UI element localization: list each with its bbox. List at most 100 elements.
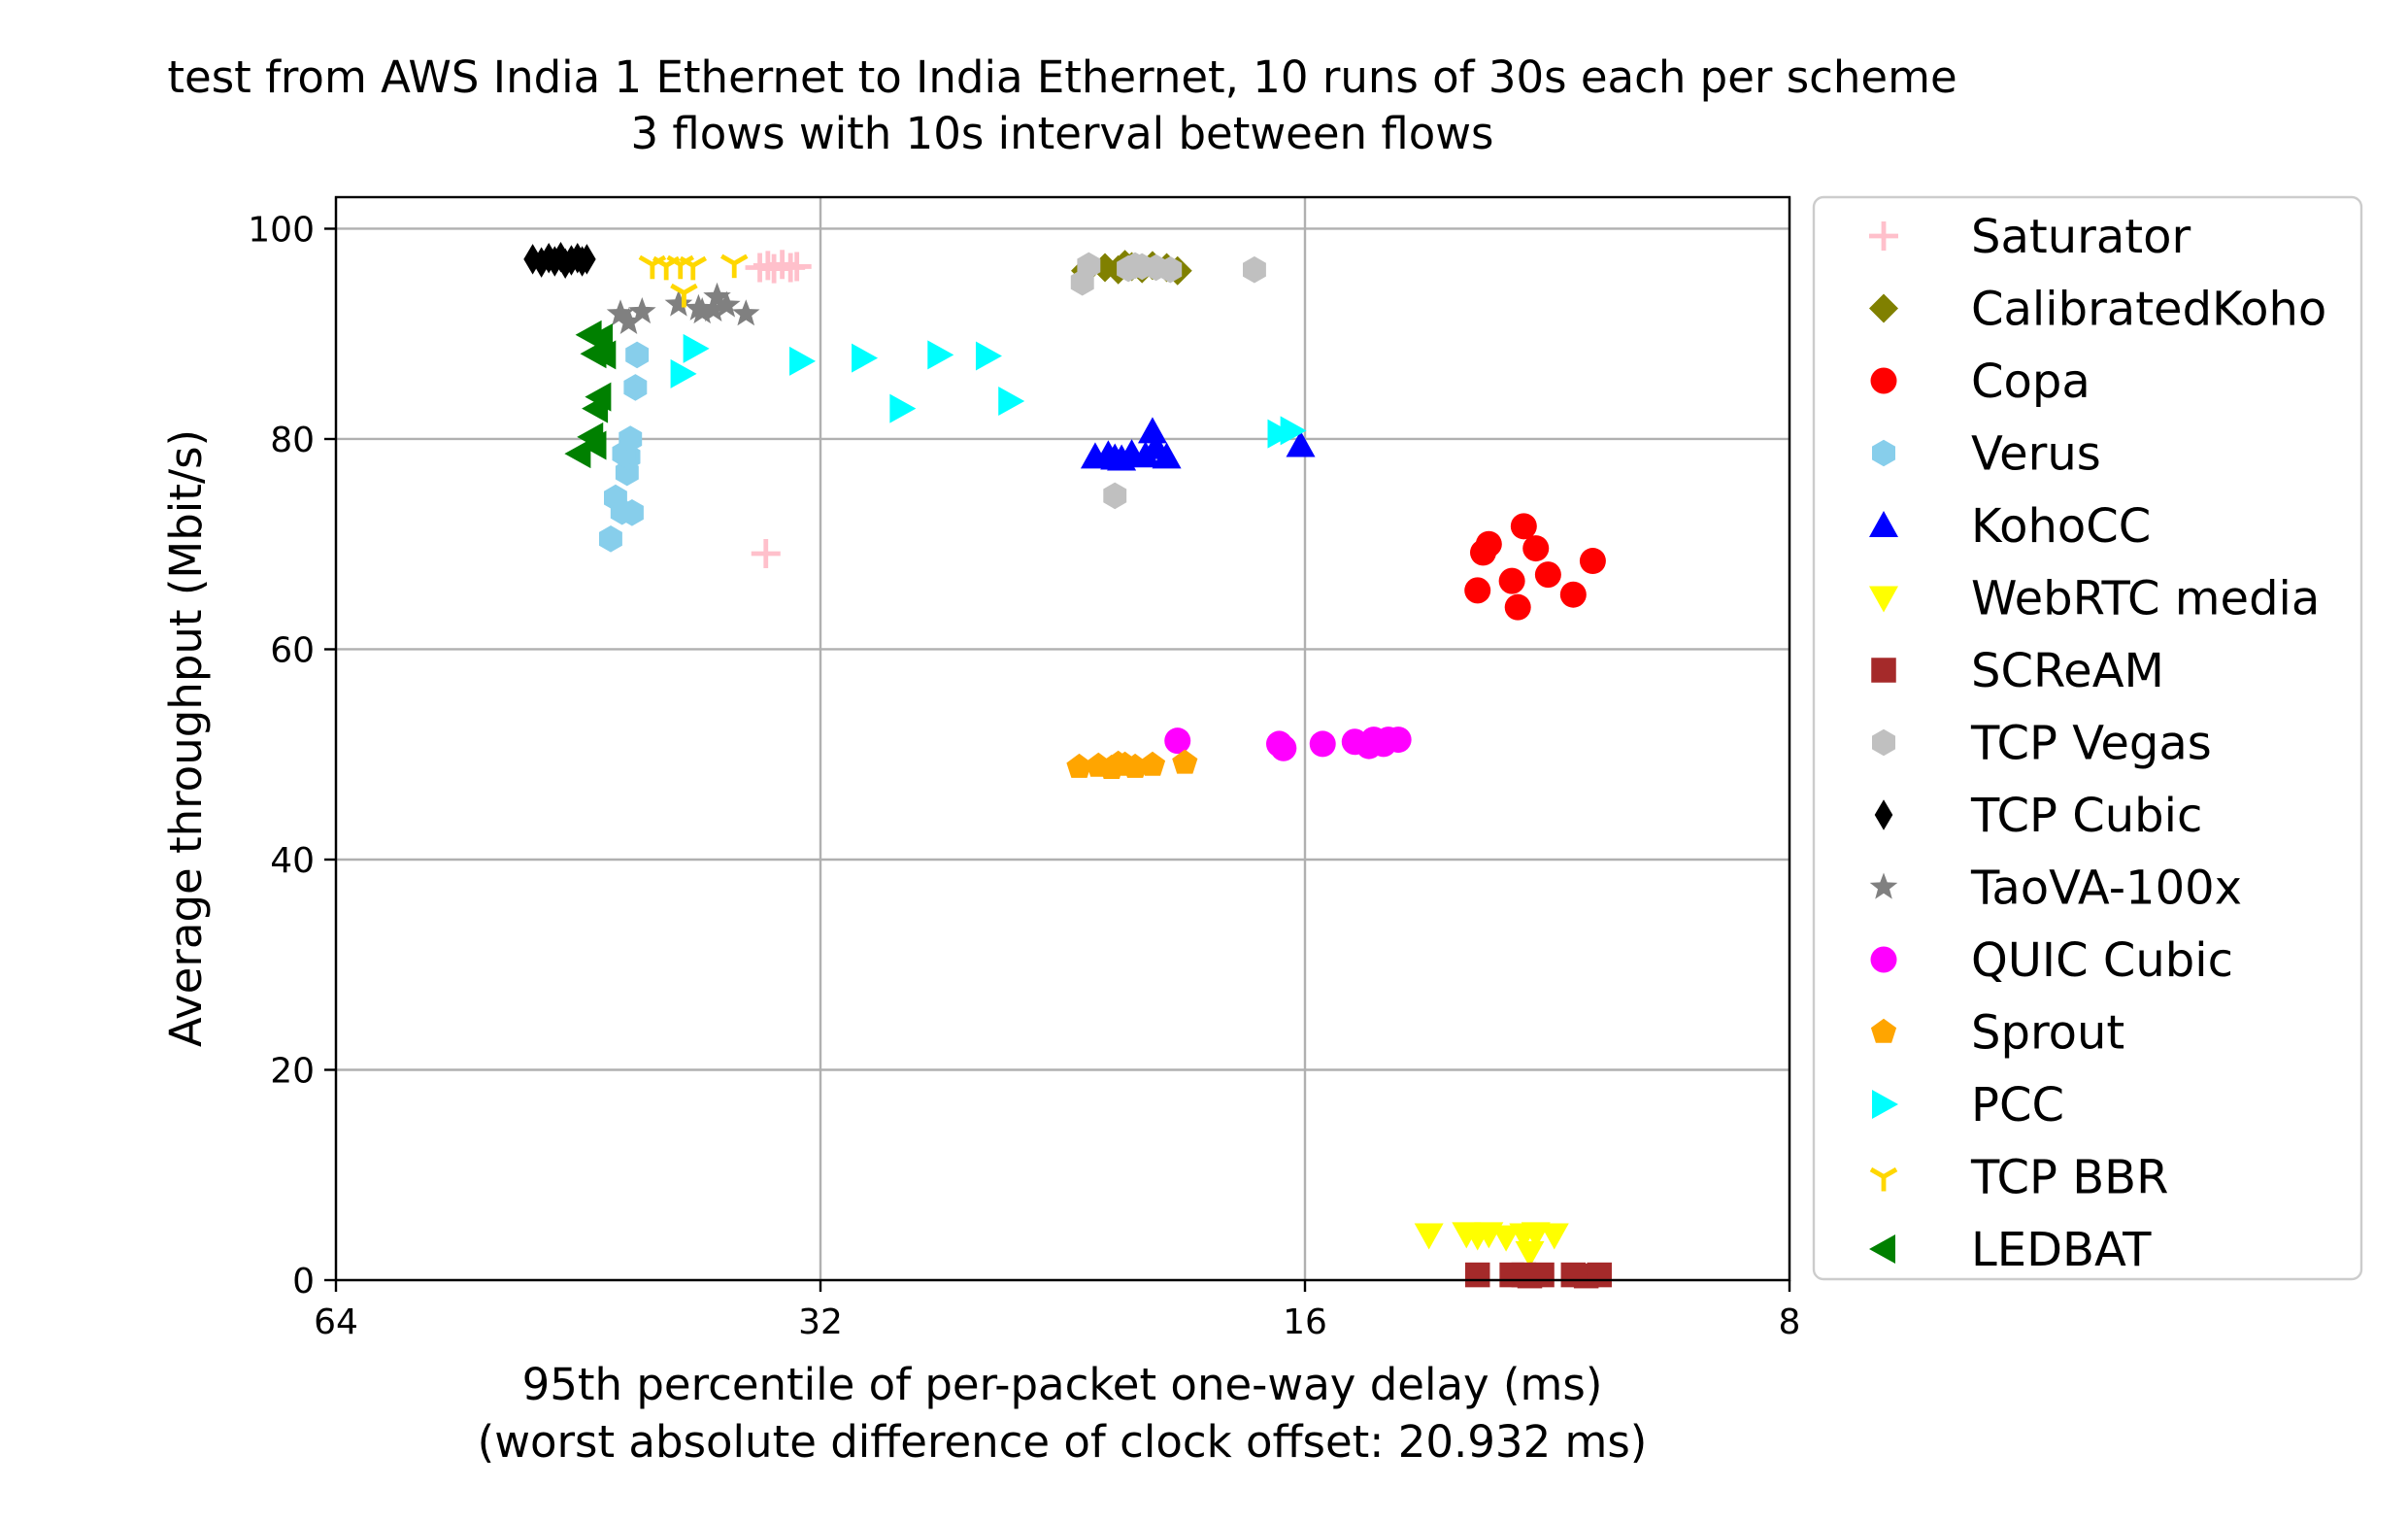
data-point [719, 254, 749, 279]
series-sprout [1066, 749, 1198, 779]
data-point [575, 320, 602, 350]
data-point [1587, 1262, 1612, 1288]
legend-label: Saturator [1971, 210, 2191, 264]
series-webrtc-media [1414, 1222, 1569, 1268]
data-point [1522, 535, 1550, 562]
data-point [1172, 749, 1198, 774]
chart-title: test from AWS India 1 Ethernet to India … [167, 51, 1956, 103]
data-point [1559, 581, 1587, 608]
legend-marker [1869, 511, 1898, 537]
grid-lines [334, 197, 1791, 1282]
series-scream [1464, 1262, 1612, 1289]
data-point [1139, 751, 1166, 776]
legend-label: Verus [1971, 427, 2101, 482]
plot-frame [334, 195, 1791, 1282]
data-point [703, 282, 731, 309]
series-saturator [745, 250, 812, 568]
data-point [628, 297, 656, 324]
data-point [1103, 482, 1127, 510]
data-point [1270, 734, 1297, 761]
data-point [782, 252, 812, 282]
y-axis-label: Average throughput (Mbit/s) [160, 429, 212, 1047]
legend-marker [1869, 586, 1898, 613]
data-point [889, 393, 917, 423]
series-tcp-bbr [638, 254, 749, 308]
data-point [1137, 417, 1167, 444]
data-point [1164, 727, 1191, 755]
legend-label: Sprout [1971, 1006, 2124, 1061]
data-point [623, 374, 648, 401]
data-point [599, 525, 622, 553]
data-point [1469, 539, 1496, 566]
data-point [975, 341, 1002, 371]
data-point [625, 341, 650, 369]
series-pcc [670, 333, 1307, 449]
data-point [927, 340, 954, 370]
series-ledbat [564, 320, 617, 469]
data-point [1123, 252, 1148, 280]
data-point [751, 538, 781, 568]
data-point [670, 358, 697, 389]
data-point [1158, 255, 1183, 284]
y-tick-label: 0 [292, 1262, 315, 1301]
data-point [619, 425, 643, 453]
data-point [1464, 1262, 1490, 1288]
legend-marker [1870, 946, 1897, 973]
data-point [578, 244, 596, 275]
legend-label: LEDBAT [1971, 1223, 2152, 1277]
legend-label: SCReAM [1971, 644, 2164, 698]
data-point [606, 299, 635, 326]
x-tick-label: 32 [798, 1302, 843, 1342]
x-tick-label: 64 [314, 1302, 358, 1342]
data-point [615, 307, 643, 334]
data-point [1280, 416, 1307, 446]
data-point [1286, 430, 1316, 457]
data-point [582, 393, 609, 423]
y-tick-label: 80 [270, 421, 315, 460]
data-point [580, 430, 607, 460]
data-point [699, 294, 727, 321]
legend-box [1812, 195, 2363, 1281]
series-taova-100x [606, 282, 760, 334]
legend-marker [1872, 728, 1895, 757]
legend-label: Copa [1971, 355, 2090, 409]
data-point [1077, 252, 1101, 280]
y-tick-label: 20 [270, 1051, 315, 1091]
data-point [1510, 513, 1537, 540]
data-point [998, 387, 1025, 417]
data-points [523, 241, 1612, 1289]
y-tick-label: 100 [248, 210, 315, 250]
data-point [670, 283, 698, 308]
legend-marker [1869, 221, 1898, 251]
data-point [683, 333, 710, 363]
legend-marker [1869, 293, 1898, 323]
data-point [1491, 1225, 1522, 1252]
legend-label: WebRTC media [1971, 572, 2320, 626]
series-quic-cubic [1164, 727, 1412, 761]
series-verus [599, 341, 650, 553]
x-tick-label: 16 [1283, 1302, 1327, 1342]
legend-marker [1869, 872, 1898, 899]
data-point [1309, 730, 1336, 758]
chart-subtitle: 3 flows with 10s interval between flows [630, 108, 1493, 159]
legend-marker [1869, 1234, 1895, 1264]
legend-label: TCP Cubic [1970, 789, 2202, 843]
data-point [1534, 561, 1561, 589]
data-point [1515, 1240, 1545, 1268]
data-point [1243, 255, 1266, 284]
legend-label: TCP BBR [1970, 1151, 2168, 1205]
legend-label: QUIC Cubic [1971, 933, 2233, 988]
legend-marker [1874, 799, 1893, 830]
data-point [713, 290, 741, 318]
data-point [1464, 577, 1491, 604]
data-point [1504, 593, 1531, 621]
x-tick-label: 8 [1779, 1302, 1801, 1342]
legend-marker [1870, 367, 1897, 394]
legend-label: TCP Vegas [1970, 717, 2212, 771]
legend-marker [1872, 439, 1895, 467]
data-point [1539, 1223, 1569, 1250]
data-point [1370, 730, 1397, 758]
